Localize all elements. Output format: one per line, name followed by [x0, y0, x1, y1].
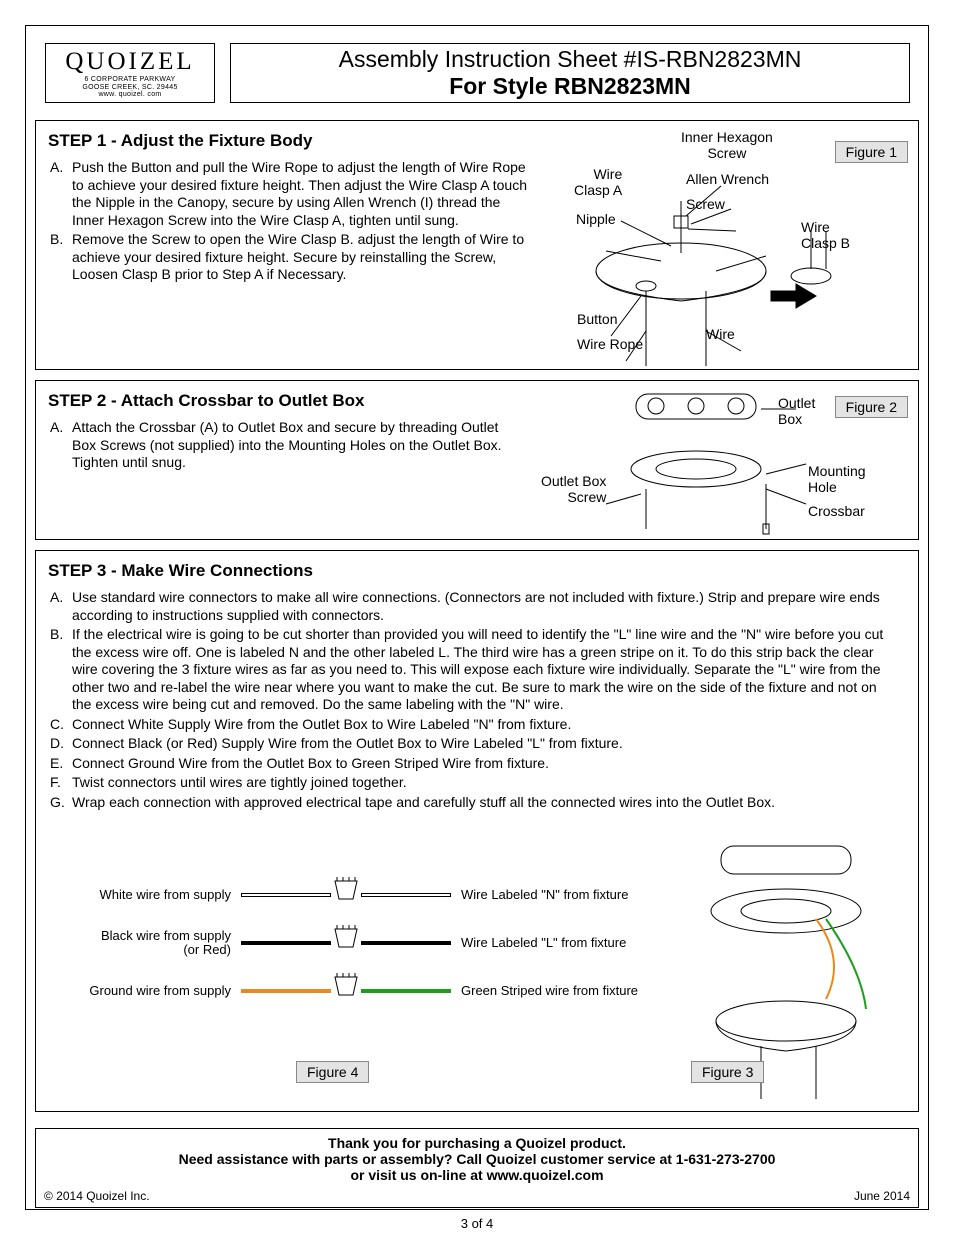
- step1-body: A. Push the Button and pull the Wire Rop…: [36, 159, 546, 296]
- step2-body: A. Attach the Crossbar (A) to Outlet Box…: [36, 419, 516, 484]
- marker: A.: [50, 159, 72, 229]
- callout-mounting: Mounting Hole: [808, 463, 866, 495]
- logo-site: www. quoizel. com: [46, 91, 214, 99]
- footer-thanks: Thank you for purchasing a Quoizel produ…: [36, 1129, 918, 1183]
- step3-item: F.Twist connectors until wires are tight…: [50, 774, 891, 792]
- footer-l3: or visit us on-line at www.quoizel.com: [36, 1167, 918, 1183]
- wire-connector-icon: [331, 877, 361, 903]
- callout-wire-rope: Wire Rope: [577, 336, 643, 352]
- wire-connector-icon: [331, 925, 361, 951]
- step3-body: A.Use standard wire connectors to make a…: [36, 589, 901, 823]
- step2-item-a: A. Attach the Crossbar (A) to Outlet Box…: [50, 419, 506, 472]
- marker: C.: [50, 716, 72, 734]
- footer-copyright: © 2014 Quoizel Inc.: [44, 1189, 150, 1203]
- step1-text-a: Push the Button and pull the Wire Rope t…: [72, 159, 536, 229]
- step1-box: STEP 1 - Adjust the Fixture Body A. Push…: [35, 120, 919, 370]
- wire-right-label: Wire Labeled "L" from fixture: [451, 936, 626, 950]
- callout-claspB: Wire Clasp B: [801, 219, 850, 251]
- step3-text: Use standard wire connectors to make all…: [72, 589, 891, 624]
- wire-left-label: Black wire from supply (or Red): [66, 929, 241, 958]
- callout-crossbar: Crossbar: [808, 503, 865, 519]
- step3-item: E.Connect Ground Wire from the Outlet Bo…: [50, 755, 891, 773]
- step3-text: Wrap each connection with approved elect…: [72, 794, 891, 812]
- page-number: 3 of 4: [0, 1216, 954, 1231]
- figure2-label: Figure 2: [835, 396, 908, 418]
- callout-screw: Screw: [686, 196, 725, 212]
- footer-date: June 2014: [854, 1189, 910, 1203]
- step1-heading: STEP 1 - Adjust the Fixture Body: [36, 121, 918, 159]
- callout-outlet-box: Outlet Box: [778, 395, 815, 427]
- marker: B.: [50, 231, 72, 284]
- step3-text: Connect Black (or Red) Supply Wire from …: [72, 735, 891, 753]
- callout-button: Button: [577, 311, 617, 327]
- callout-wire: Wire: [706, 326, 735, 342]
- marker: B.: [50, 626, 72, 714]
- callout-nipple: Nipple: [576, 211, 616, 227]
- figure3-label: Figure 3: [691, 1061, 764, 1083]
- callout-allen: Allen Wrench: [686, 171, 769, 187]
- wire-connector-icon: [331, 973, 361, 999]
- step1-item-b: B. Remove the Screw to open the Wire Cla…: [50, 231, 536, 284]
- wire-right-label: Green Striped wire from fixture: [451, 984, 638, 998]
- step2-box: STEP 2 - Attach Crossbar to Outlet Box A…: [35, 380, 919, 540]
- step3-item: C.Connect White Supply Wire from the Out…: [50, 716, 891, 734]
- step3-text: Connect Ground Wire from the Outlet Box …: [72, 755, 891, 773]
- figure4-label: Figure 4: [296, 1061, 369, 1083]
- step3-text: Twist connectors until wires are tightly…: [72, 774, 891, 792]
- step3-item: G.Wrap each connection with approved ele…: [50, 794, 891, 812]
- title-line2: For Style RBN2823MN: [231, 73, 909, 100]
- callout-claspA: Wire Clasp A: [574, 166, 622, 198]
- title-box: Assembly Instruction Sheet #IS-RBN2823MN…: [230, 43, 910, 103]
- figure1-label: Figure 1: [835, 141, 908, 163]
- wire-right-label: Wire Labeled "N" from fixture: [451, 888, 628, 902]
- marker: D.: [50, 735, 72, 753]
- logo-addr1: 6 CORPORATE PARKWAY: [46, 76, 214, 84]
- wire-graphic: [241, 981, 451, 1001]
- wire-graphic: [241, 933, 451, 953]
- step1-item-a: A. Push the Button and pull the Wire Rop…: [50, 159, 536, 229]
- step3-item: A.Use standard wire connectors to make a…: [50, 589, 891, 624]
- step2-text-a: Attach the Crossbar (A) to Outlet Box an…: [72, 419, 506, 472]
- wire-left-label: White wire from supply: [66, 888, 241, 902]
- step1-text-b: Remove the Screw to open the Wire Clasp …: [72, 231, 536, 284]
- figure4-wire-diagram: White wire from supply Wire Labeled "N" f…: [66, 871, 666, 1015]
- wire-row: Black wire from supply (or Red) Wire Labe…: [66, 919, 666, 967]
- logo-brand: QUOIZEL: [46, 48, 214, 76]
- logo-addr2: GOOSE CREEK, SC. 29445: [46, 84, 214, 92]
- marker: A.: [50, 419, 72, 472]
- footer-l2: Need assistance with parts or assembly? …: [36, 1151, 918, 1167]
- step3-box: STEP 3 - Make Wire Connections A.Use sta…: [35, 550, 919, 1112]
- wire-left-label: Ground wire from supply: [66, 984, 241, 998]
- wire-row: White wire from supply Wire Labeled "N" f…: [66, 871, 666, 919]
- step3-item: D.Connect Black (or Red) Supply Wire fro…: [50, 735, 891, 753]
- title-line1: Assembly Instruction Sheet #IS-RBN2823MN: [231, 46, 909, 73]
- marker: F.: [50, 774, 72, 792]
- logo-box: QUOIZEL 6 CORPORATE PARKWAY GOOSE CREEK,…: [45, 43, 215, 103]
- step3-text: Connect White Supply Wire from the Outle…: [72, 716, 891, 734]
- callout-outlet-screw: Outlet Box Screw: [541, 473, 606, 505]
- callout-inner-hex: Inner Hexagon Screw: [681, 129, 773, 161]
- step3-heading: STEP 3 - Make Wire Connections: [36, 551, 918, 589]
- marker: G.: [50, 794, 72, 812]
- wire-row: Ground wire from supply Green Striped wir…: [66, 967, 666, 1015]
- step3-item: B.If the electrical wire is going to be …: [50, 626, 891, 714]
- marker: A.: [50, 589, 72, 624]
- marker: E.: [50, 755, 72, 773]
- wire-graphic: [241, 885, 451, 905]
- footer-box: Thank you for purchasing a Quoizel produ…: [35, 1128, 919, 1208]
- step3-text: If the electrical wire is going to be cu…: [72, 626, 891, 714]
- footer-l1: Thank you for purchasing a Quoizel produ…: [36, 1135, 918, 1151]
